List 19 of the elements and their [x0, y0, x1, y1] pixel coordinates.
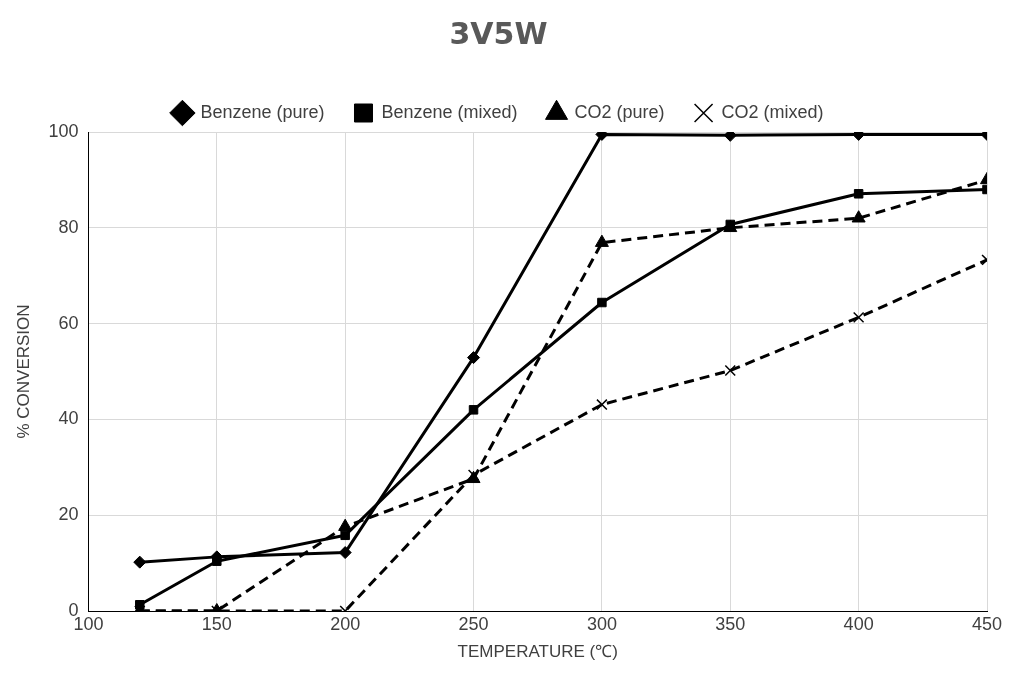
legend-label: CO2 (pure): [574, 101, 665, 122]
x-tick-label: 250: [458, 613, 489, 634]
legend-label: Benzene (mixed): [381, 101, 518, 122]
x-tick-label: 450: [971, 613, 1003, 634]
y-tick-label: 60: [58, 312, 79, 333]
chart-title: 3V5W: [449, 15, 548, 51]
legend-label: CO2 (mixed): [721, 101, 824, 122]
y-tick-label: 80: [58, 216, 79, 237]
y-tick-label: 100: [48, 120, 79, 141]
x-tick-label: 350: [715, 613, 746, 634]
legend-label: Benzene (pure): [200, 101, 325, 122]
x-tick-label: 400: [843, 613, 874, 634]
y-axis-title: % CONVERSION: [13, 304, 33, 439]
y-tick-label: 40: [58, 408, 79, 429]
x-tick-label: 150: [201, 613, 232, 634]
x-tick-label: 200: [330, 613, 361, 634]
x-tick-label: 300: [586, 613, 617, 634]
y-tick-label: 20: [58, 504, 79, 525]
x-axis-title: TEMPERATURE (℃): [457, 642, 618, 662]
